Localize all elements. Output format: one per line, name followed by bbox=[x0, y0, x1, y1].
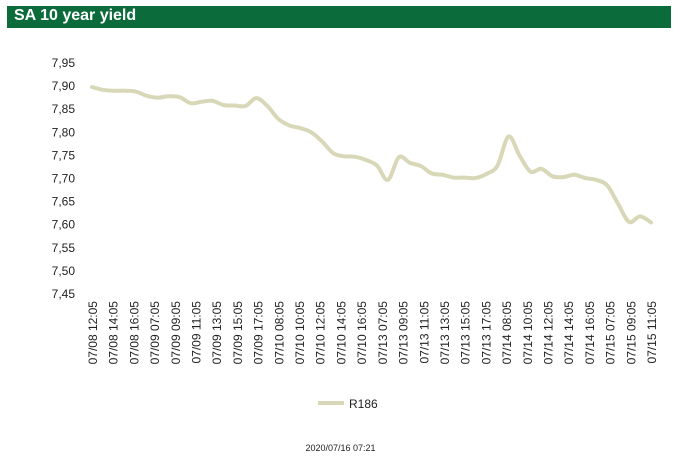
x-tick-label: 07/13 13:05 bbox=[438, 301, 452, 365]
x-tick-label: 07/14 10:05 bbox=[521, 301, 535, 365]
y-tick-label: 7,95 bbox=[52, 56, 76, 70]
y-tick-label: 7,45 bbox=[52, 287, 76, 301]
x-tick-label: 07/13 15:05 bbox=[459, 301, 473, 365]
x-tick-label: 07/14 14:05 bbox=[562, 301, 576, 365]
x-tick-label: 07/14 16:05 bbox=[583, 301, 597, 365]
chart: 7,95 7,90 7,85 7,80 7,75 7,70 7,65 7,60 7,55 7,50… bbox=[52, 56, 659, 411]
x-tick-label: 07/09 07:05 bbox=[148, 301, 162, 365]
y-tick-label: 7,60 bbox=[52, 218, 76, 232]
x-tick-label: 07/10 16:05 bbox=[355, 301, 369, 365]
x-tick-label: 07/14 12:05 bbox=[541, 301, 555, 365]
x-tick-label: 07/08 14:05 bbox=[107, 301, 121, 365]
y-tick-label: 7,75 bbox=[52, 148, 76, 162]
x-tick-label: 07/09 09:05 bbox=[169, 301, 183, 365]
series-line-r186 bbox=[90, 85, 653, 225]
y-tick-label: 7,55 bbox=[52, 241, 76, 255]
x-tick-label: 07/09 13:05 bbox=[210, 301, 224, 365]
x-tick-label: 07/13 09:05 bbox=[397, 301, 411, 365]
x-tick-label: 07/10 08:05 bbox=[272, 301, 286, 365]
x-tick-label: 07/15 09:05 bbox=[624, 301, 638, 365]
y-tick-label: 7,50 bbox=[52, 264, 76, 278]
x-tick-label: 07/10 10:05 bbox=[293, 301, 307, 365]
x-axis-ticks: 07/08 12:05 07/08 14:05 07/08 16:05 07/09 0… bbox=[86, 301, 659, 365]
x-tick-label: 07/09 15:05 bbox=[231, 301, 245, 365]
y-tick-label: 7,85 bbox=[52, 102, 76, 116]
y-tick-label: 7,70 bbox=[52, 172, 76, 186]
x-tick-label: 07/08 12:05 bbox=[86, 301, 100, 365]
x-tick-label: 07/08 16:05 bbox=[127, 301, 141, 365]
x-tick-label: 07/13 07:05 bbox=[376, 301, 390, 365]
x-tick-label: 07/10 14:05 bbox=[334, 301, 348, 365]
x-tick-label: 07/09 17:05 bbox=[252, 301, 266, 365]
x-tick-label: 07/13 17:05 bbox=[479, 301, 493, 365]
x-tick-label: 07/09 11:05 bbox=[190, 301, 204, 364]
page-title: SA 10 year yield bbox=[14, 7, 137, 24]
legend-label-r186: R186 bbox=[349, 397, 378, 411]
x-tick-label: 07/15 07:05 bbox=[604, 301, 618, 365]
x-tick-label: 07/15 11:05 bbox=[645, 301, 659, 364]
legend: R186 bbox=[318, 397, 378, 411]
x-tick-label: 07/13 11:05 bbox=[417, 301, 431, 364]
footer-timestamp: 2020/07/16 07:21 bbox=[305, 443, 376, 453]
x-tick-label: 07/14 08:05 bbox=[500, 301, 514, 365]
y-tick-label: 7,65 bbox=[52, 195, 76, 209]
y-tick-label: 7,80 bbox=[52, 125, 76, 139]
y-axis-ticks: 7,95 7,90 7,85 7,80 7,75 7,70 7,65 7,60 7,55 7,50… bbox=[52, 56, 76, 301]
x-tick-label: 07/10 12:05 bbox=[314, 301, 328, 365]
title-bar: SA 10 year yield bbox=[7, 6, 671, 28]
y-tick-label: 7,90 bbox=[52, 79, 76, 93]
